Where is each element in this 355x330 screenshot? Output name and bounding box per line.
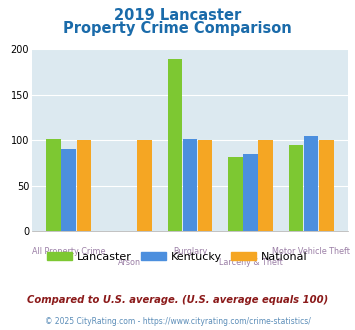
- Bar: [183, 139, 197, 231]
- Bar: [137, 140, 152, 231]
- Text: © 2025 CityRating.com - https://www.cityrating.com/crime-statistics/: © 2025 CityRating.com - https://www.city…: [45, 317, 310, 326]
- Bar: [258, 140, 273, 231]
- Bar: [289, 145, 303, 231]
- Text: 2019 Lancaster: 2019 Lancaster: [114, 8, 241, 23]
- Bar: [46, 139, 61, 231]
- Text: Burglary: Burglary: [173, 248, 207, 256]
- Bar: [168, 58, 182, 231]
- Text: Motor Vehicle Theft: Motor Vehicle Theft: [272, 248, 350, 256]
- Text: All Property Crime: All Property Crime: [32, 248, 105, 256]
- Text: Compared to U.S. average. (U.S. average equals 100): Compared to U.S. average. (U.S. average …: [27, 295, 328, 305]
- Text: Larceny & Theft: Larceny & Theft: [219, 258, 282, 267]
- Bar: [61, 149, 76, 231]
- Bar: [228, 156, 243, 231]
- Text: Arson: Arson: [118, 258, 141, 267]
- Bar: [243, 154, 258, 231]
- Bar: [304, 136, 318, 231]
- Bar: [77, 140, 91, 231]
- Legend: Lancaster, Kentucky, National: Lancaster, Kentucky, National: [43, 248, 312, 267]
- Bar: [319, 140, 334, 231]
- Bar: [198, 140, 212, 231]
- Text: Property Crime Comparison: Property Crime Comparison: [63, 21, 292, 36]
